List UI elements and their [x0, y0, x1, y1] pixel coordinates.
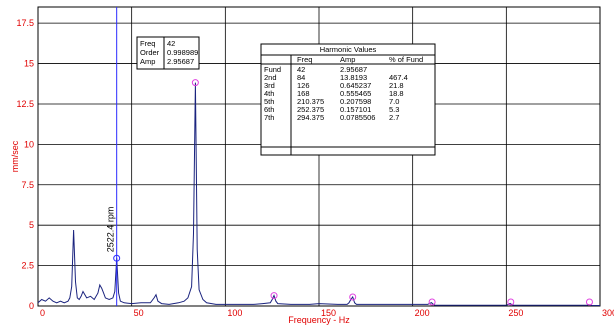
harmonic-table-header: % of Fund: [389, 55, 423, 64]
harmonic-table-cell: 0.645237: [340, 81, 371, 90]
harmonic-marker: [585, 298, 593, 306]
harmonic-table-cell: 467.4: [389, 73, 408, 82]
harmonic-table-cell: 252.375: [297, 105, 324, 114]
harmonic-table-cell: 168: [297, 89, 310, 98]
cursor-readout-box: Freq 42 Order 0.998989 Amp 2.95687: [136, 36, 200, 70]
cursor-box-label: Amp: [140, 57, 155, 66]
y-tick-label: 0: [29, 301, 34, 311]
harmonic-marker: [270, 292, 278, 300]
harmonic-table-cell: 0.207598: [340, 97, 371, 106]
harmonic-table-title: Harmonic Values: [320, 45, 377, 54]
harmonic-markers: [191, 79, 593, 306]
harmonic-table-header: Amp: [340, 55, 355, 64]
harmonic-table-cell: 13.8193: [340, 73, 367, 82]
harmonic-table-cell: 0.555465: [340, 89, 371, 98]
spectrum-line: [37, 82, 600, 306]
harmonic-marker: [349, 293, 357, 301]
x-axis-title: Frequency - Hz: [288, 315, 350, 325]
y-axis-title: mm/sec: [10, 140, 20, 172]
y-tick-label: 15: [24, 59, 34, 69]
harmonic-table-cell: 5th: [264, 97, 274, 106]
x-tick-label: 200: [415, 308, 430, 318]
harmonic-table-cell: 2nd: [264, 73, 277, 82]
harmonic-table-cell: 21.8: [389, 81, 404, 90]
harmonic-table-cell: 2.95687: [340, 65, 367, 74]
y-tick-label: 12.5: [16, 99, 34, 109]
harmonic-marker: [191, 79, 199, 87]
harmonic-table-cell: 0.157101: [340, 105, 371, 114]
harmonic-table-cell: 0.0785506: [340, 113, 375, 122]
harmonic-table-cell: Fund: [264, 65, 281, 74]
harmonic-table-header: Freq: [297, 55, 312, 64]
y-tick-label: 5: [29, 220, 34, 230]
harmonic-table-cell: 7th: [264, 113, 274, 122]
x-tick-label: 250: [508, 308, 523, 318]
harmonic-table-cell: 6th: [264, 105, 274, 114]
harmonic-table-cell: 42: [297, 65, 305, 74]
x-tick-label: 150: [321, 308, 336, 318]
harmonic-table-cell: 2.7: [389, 113, 399, 122]
harmonic-table-cell: 126: [297, 81, 310, 90]
cursor-box-label: Order: [140, 48, 160, 57]
harmonic-marker: [507, 298, 515, 306]
harmonic-table-cell: 5.3: [389, 105, 399, 114]
x-tick-label: 100: [227, 308, 242, 318]
harmonic-table-cell: 210.375: [297, 97, 324, 106]
cursor-box-label: Freq: [140, 39, 155, 48]
harmonic-table-cell: 3rd: [264, 81, 275, 90]
harmonic-table-cell: 18.8: [389, 89, 404, 98]
cursor-box-value: 42: [167, 39, 175, 48]
x-tick-label: 50: [134, 308, 144, 318]
cursor-rpm-label: 2522.4 rpm: [106, 207, 116, 253]
y-tick-label: 10: [24, 139, 34, 149]
harmonic-marker: [428, 298, 436, 306]
y-tick-label: 17.5: [16, 18, 34, 28]
harmonic-table-cell: 7.0: [389, 97, 399, 106]
x-tick-label: 0: [40, 308, 45, 318]
x-tick-label: 300: [602, 308, 614, 318]
y-tick-label: 2.5: [21, 261, 34, 271]
y-tick-label: 7.5: [21, 180, 34, 190]
x-axis-ticks: 0 50 100 150 200 250 300: [40, 308, 614, 318]
harmonic-table-cell: 84: [297, 73, 305, 82]
harmonic-values-table: Harmonic Values Freq Amp % of Fund Fund 42 2.…: [260, 43, 436, 156]
harmonic-table-cell: 294.375: [297, 113, 324, 122]
y-axis-ticks: 0 2.5 5 7.5 10 12.5 15 17.5: [16, 18, 34, 311]
cursor-marker[interactable]: [113, 254, 121, 262]
cursor-box-value: 2.95687: [167, 57, 194, 66]
cursor-box-value: 0.998989: [167, 48, 198, 57]
harmonic-table-cell: 4th: [264, 89, 274, 98]
